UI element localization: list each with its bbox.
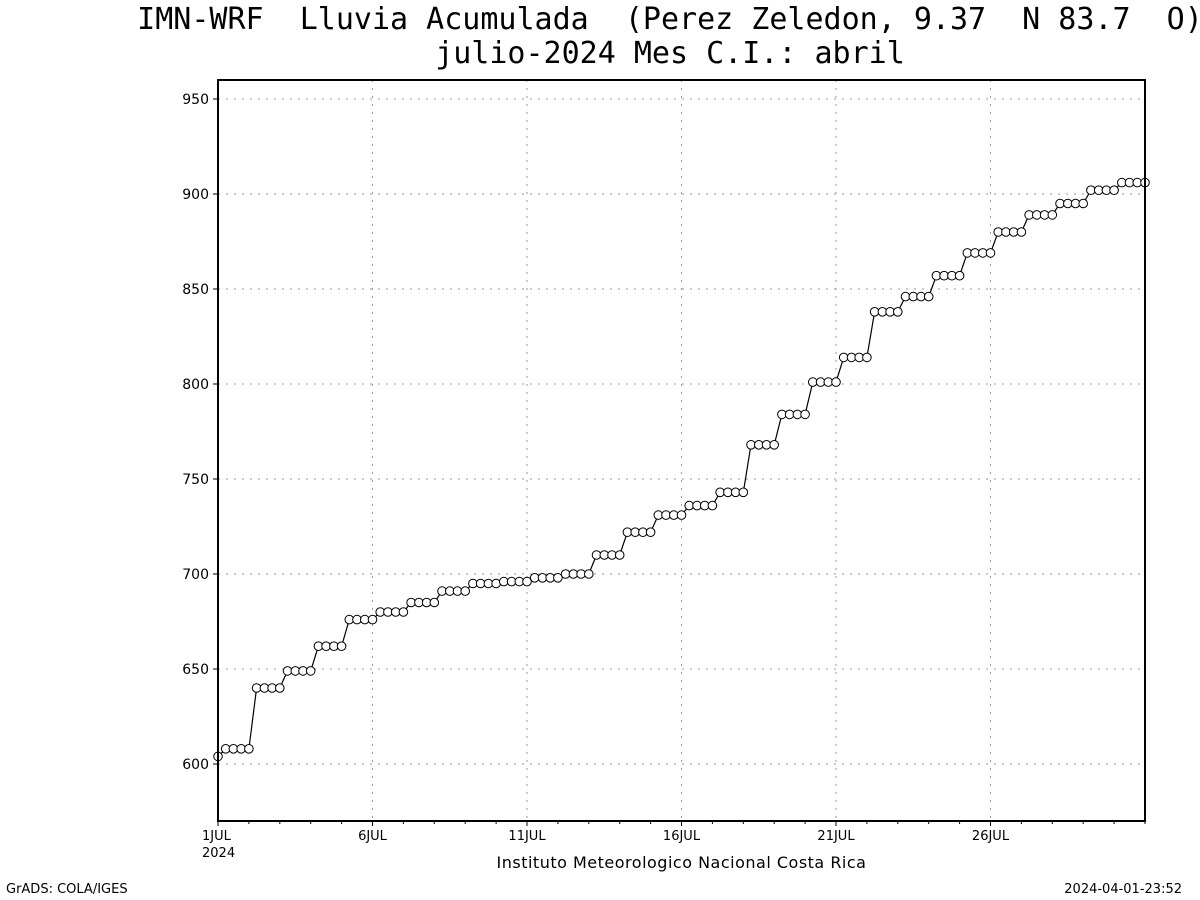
plot-frame bbox=[217, 79, 1146, 822]
y-tick-label: 850 bbox=[182, 282, 209, 298]
credit-text: Instituto Meteorologico Nacional Costa R… bbox=[496, 853, 867, 872]
data-point bbox=[862, 352, 872, 363]
data-point bbox=[831, 377, 841, 387]
series-line bbox=[217, 182, 1145, 757]
chart-title: IMN-WRF Lluvia Acumulada (Perez Zeledon,… bbox=[137, 2, 1200, 37]
data-point bbox=[1078, 198, 1088, 209]
x-tick-label: 26JUL bbox=[972, 829, 1010, 844]
y-tick-label: 950 bbox=[182, 92, 209, 108]
grads-label: GrADS: COLA/IGES bbox=[6, 882, 128, 897]
data-point bbox=[367, 614, 378, 625]
y-tick-label: 650 bbox=[182, 662, 209, 678]
timestamp-label: 2024-04-01-23:52 bbox=[1064, 882, 1182, 897]
data-point bbox=[305, 666, 316, 676]
data-point bbox=[738, 487, 749, 498]
data-point bbox=[893, 307, 903, 317]
grid-lines bbox=[218, 80, 1145, 821]
data-point bbox=[491, 578, 501, 589]
data-point bbox=[244, 744, 254, 754]
data-point bbox=[429, 597, 440, 608]
data-point bbox=[707, 500, 718, 511]
x-tick-label: 11JUL bbox=[508, 829, 546, 844]
chart-subtitle: julio-2024 Mes C.I.: abril bbox=[435, 36, 905, 71]
data-point bbox=[676, 510, 687, 520]
y-tick-label: 600 bbox=[182, 757, 209, 773]
x-tick-label: 16JUL bbox=[663, 829, 701, 844]
data-point bbox=[614, 550, 625, 560]
data-point bbox=[1109, 185, 1119, 195]
data-point bbox=[645, 527, 656, 538]
data-point bbox=[522, 576, 532, 587]
x-tick-sublabel: 2024 bbox=[202, 846, 235, 861]
data-point bbox=[985, 248, 996, 258]
y-axis: 600 650 700 750 800 850 900 950 bbox=[182, 92, 218, 773]
series-markers bbox=[213, 177, 1150, 762]
data-point bbox=[553, 573, 563, 583]
x-axis: 1JUL 2024 6JUL 11JUL 16JUL 21JUL 26JUL bbox=[202, 821, 1146, 861]
data-point bbox=[336, 641, 347, 652]
x-tick-label: 6JUL bbox=[358, 829, 388, 844]
y-tick-label: 900 bbox=[182, 187, 209, 203]
x-tick-label: 21JUL bbox=[817, 829, 855, 844]
data-point bbox=[800, 409, 810, 420]
data-point bbox=[1047, 210, 1058, 220]
data-point bbox=[923, 291, 934, 302]
data-point bbox=[769, 440, 780, 450]
data-point bbox=[584, 569, 594, 579]
data-point bbox=[460, 586, 471, 596]
data-point bbox=[398, 607, 409, 617]
data-point bbox=[954, 270, 965, 281]
data-point bbox=[1016, 227, 1027, 237]
y-tick-label: 750 bbox=[182, 472, 209, 488]
y-tick-label: 800 bbox=[182, 377, 209, 393]
data-point bbox=[275, 683, 285, 693]
y-tick-label: 700 bbox=[182, 567, 209, 583]
x-tick-label: 1JUL bbox=[202, 829, 232, 844]
